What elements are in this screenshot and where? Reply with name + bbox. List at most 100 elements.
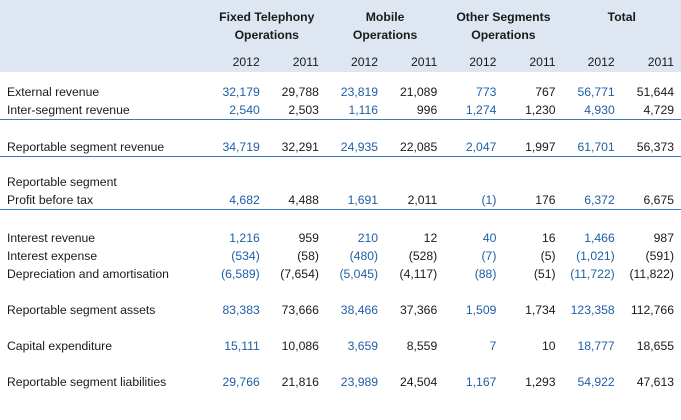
value-2012: (6,589): [221, 266, 260, 281]
value-2011: 37,366: [399, 302, 438, 317]
value-2011: (58): [297, 248, 319, 263]
spacer-cell: [0, 120, 681, 138]
value-2011: 47,613: [636, 374, 674, 389]
row-label: Interest revenue: [7, 230, 96, 245]
value-2011: (5): [540, 248, 556, 263]
value-2012: 18,777: [577, 338, 615, 353]
value-2011: 4,729: [621, 101, 681, 120]
header-band: [0, 0, 681, 72]
value-2012: 23,819: [340, 85, 379, 99]
year-2011: 2011: [292, 55, 319, 69]
row-label: Reportable segment revenue: [0, 137, 208, 157]
table-row-reportable-segment-revenue: Reportable segment revenue 34,719 32,291 24…: [0, 137, 681, 157]
year-2011: 2011: [411, 55, 438, 69]
value-2011: 12: [423, 230, 438, 245]
value-2011: 1,293: [525, 374, 556, 389]
value-2011: 16: [542, 230, 556, 245]
value-2011: 24,504: [399, 374, 438, 389]
value-2011: 56,373: [621, 137, 681, 157]
value-2012: [208, 173, 267, 191]
row-spacer: [0, 210, 681, 229]
year-2012: 2012: [232, 55, 260, 69]
table-row-profit-before-tax: Profit before tax 4,682 4,488 1,691 2,011 (1)…: [0, 191, 681, 210]
group-title-line2: Operations: [471, 28, 536, 42]
year-2011: 2011: [529, 55, 556, 69]
table-row-reportable-segment-assets: Reportable segment assets 83,383 73,666 38,…: [0, 301, 681, 319]
value-2011: 2,503: [266, 101, 326, 120]
row-spacer: [0, 355, 681, 373]
value-2012: 61,701: [562, 137, 622, 157]
value-2012: [444, 173, 503, 191]
row-label: Reportable segment assets: [7, 302, 156, 317]
value-2011: 2,011: [385, 191, 445, 210]
value-2012: 2,540: [207, 101, 267, 120]
group-title-line1: Mobile: [365, 10, 405, 24]
value-2012: 83,383: [222, 302, 260, 317]
value-2012: 1,167: [465, 374, 497, 389]
value-2012: 3,659: [347, 338, 379, 353]
value-2012: (5,045): [339, 266, 379, 281]
row-label: Reportable segment: [7, 175, 117, 189]
row-spacer: [0, 73, 681, 83]
value-2012: (88): [474, 266, 497, 281]
value-2011: 8,559: [406, 338, 438, 353]
value-2011: 73,666: [281, 302, 319, 317]
value-2012: 1,216: [229, 230, 260, 245]
value-2011: 51,644: [636, 85, 674, 99]
value-2011: 1,997: [503, 137, 563, 157]
row-label: Interest expense: [7, 248, 98, 263]
value-2012: 2,047: [444, 137, 504, 157]
group-title-line1: Fixed Telephony: [219, 10, 315, 24]
value-2011: 4,488: [266, 191, 326, 210]
value-2011: 987: [653, 230, 674, 245]
group-title-line2: Operations: [234, 28, 299, 42]
value-2012: 123,358: [570, 302, 615, 317]
value-2012: 54,922: [577, 374, 615, 389]
value-2012: 40: [482, 230, 497, 245]
value-2012: 4,930: [562, 101, 622, 120]
value-2012: [563, 173, 622, 191]
table-row-external-revenue: External revenue 32,179 29,788 23,819 21,089…: [0, 83, 681, 101]
value-2012: 34,719: [207, 137, 267, 157]
spacer-cell: [0, 156, 681, 173]
value-2011: 10,086: [281, 338, 319, 353]
row-label: Profit before tax: [0, 191, 208, 210]
table-row-depreciation-amortisation: Depreciation and amortisation (6,589) (7,6…: [0, 265, 681, 283]
row-label: Capital expenditure: [7, 338, 113, 353]
table-row-reportable-segment-liabilities: Reportable segment liabilities 29,766 21,8…: [0, 373, 681, 391]
value-2011: 6,675: [621, 191, 681, 210]
row-spacer: [0, 156, 681, 173]
value-2011: [267, 173, 326, 191]
value-2012: 773: [476, 85, 497, 99]
value-2012: (7): [481, 248, 497, 263]
spacer-cell: [0, 210, 681, 229]
value-2011: 767: [535, 85, 556, 99]
year-corner-cell: [0, 55, 208, 73]
value-2012: 7: [489, 338, 497, 353]
value-2011: (7,654): [280, 266, 319, 281]
value-2012: (480): [349, 248, 379, 263]
value-2011: (51): [533, 266, 556, 281]
spacer-cell: [0, 73, 681, 83]
value-2012: 1,691: [325, 191, 386, 210]
value-2012: 23,989: [340, 374, 379, 389]
value-2011: [385, 173, 444, 191]
value-2012: 1,509: [465, 302, 497, 317]
group-title-line2: Operations: [352, 28, 418, 42]
value-2011: 18,655: [636, 338, 674, 353]
group-fixed-telephony: Fixed Telephony Operations: [208, 0, 326, 55]
value-2011: 21,089: [399, 85, 438, 99]
value-2012: 15,111: [224, 338, 260, 353]
spacer-cell: [0, 355, 681, 373]
spacer-cell: [0, 319, 681, 337]
value-2011: (591): [645, 248, 674, 263]
year-2012: 2012: [587, 55, 615, 69]
corner-cell: [0, 0, 208, 55]
row-spacer: [0, 319, 681, 337]
value-2012: [326, 173, 385, 191]
segment-table: Fixed Telephony Operations Mobile Operat…: [0, 0, 681, 391]
value-2012: 4,682: [207, 191, 267, 210]
value-2011: [503, 173, 562, 191]
group-title-line1: Other Segments: [456, 10, 551, 24]
